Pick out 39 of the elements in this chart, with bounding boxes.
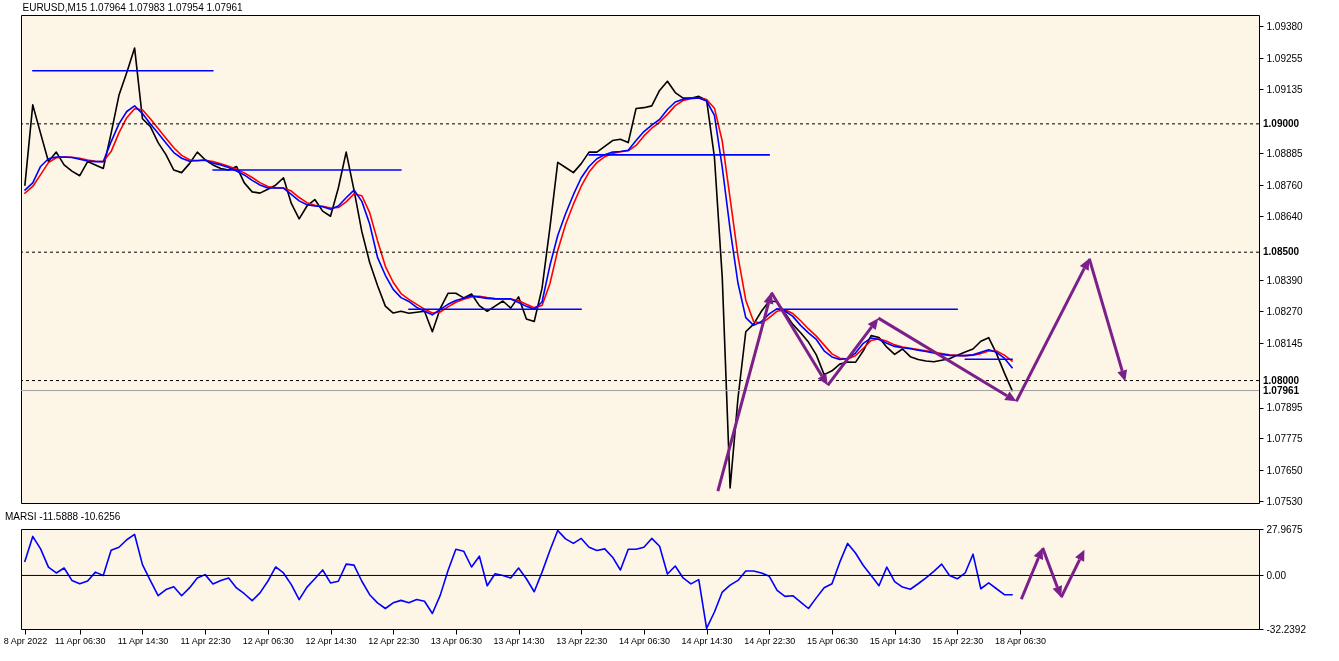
x-tick-label: 12 Apr 14:30	[305, 635, 357, 646]
x-tick-label: 13 Apr 06:30	[430, 635, 482, 646]
y-tick-label: 1.09380	[1266, 20, 1304, 32]
x-tick-label: 11 Apr 14:30	[117, 635, 169, 646]
y-tick-label: 1.07650	[1266, 464, 1304, 476]
x-tick-label: 15 Apr 06:30	[806, 635, 858, 646]
y-tick-label: -32.2392	[1266, 623, 1307, 635]
x-tick-label: 14 Apr 22:30	[744, 635, 796, 646]
x-tick-label: 8 Apr 2022	[3, 635, 48, 646]
y-tick-label: 1.09135	[1266, 83, 1304, 95]
x-tick-label: 18 Apr 06:30	[995, 635, 1047, 646]
x-tick-label: 11 Apr 06:30	[55, 635, 106, 646]
chart-title: MARSI -11.5888 -10.6256	[4, 511, 121, 522]
x-tick-label: 15 Apr 22:30	[932, 635, 984, 646]
y-tick-label: 1.09255	[1266, 52, 1304, 64]
chart-title: EURUSD,M15 1.07964 1.07983 1.07954 1.07961	[22, 2, 244, 13]
y-tick-label: 27.9675	[1266, 523, 1304, 535]
ref-line-label: 1.08500	[1263, 246, 1300, 258]
y-tick-label: 1.08270	[1266, 305, 1304, 317]
x-tick-label: 14 Apr 06:30	[618, 635, 670, 646]
y-tick-label: 1.07775	[1266, 432, 1304, 444]
y-tick-label: 1.08640	[1266, 210, 1304, 222]
ref-line-label: 1.09000	[1263, 117, 1300, 129]
y-tick-label: 1.07895	[1266, 402, 1304, 414]
y-tick-label: 1.08885	[1266, 147, 1304, 159]
y-tick-label: 1.08390	[1266, 274, 1304, 286]
x-tick-label: 13 Apr 14:30	[493, 635, 545, 646]
x-tick-label: 14 Apr 14:30	[681, 635, 733, 646]
y-tick-label: 1.08145	[1266, 337, 1304, 349]
x-tick-label: 11 Apr 22:30	[180, 635, 231, 646]
x-tick-label: 12 Apr 06:30	[242, 635, 294, 646]
x-tick-label: 12 Apr 22:30	[368, 635, 420, 646]
y-tick-label: 0.00	[1266, 569, 1287, 581]
x-tick-label: 13 Apr 22:30	[556, 635, 608, 646]
y-tick-label: 1.07530	[1266, 495, 1304, 507]
y-tick-label: 1.08760	[1266, 179, 1304, 191]
ref-line-label: 1.07961	[1263, 384, 1300, 396]
x-tick-label: 15 Apr 14:30	[869, 635, 921, 646]
ref-line-label: 1.08000	[1263, 374, 1300, 386]
